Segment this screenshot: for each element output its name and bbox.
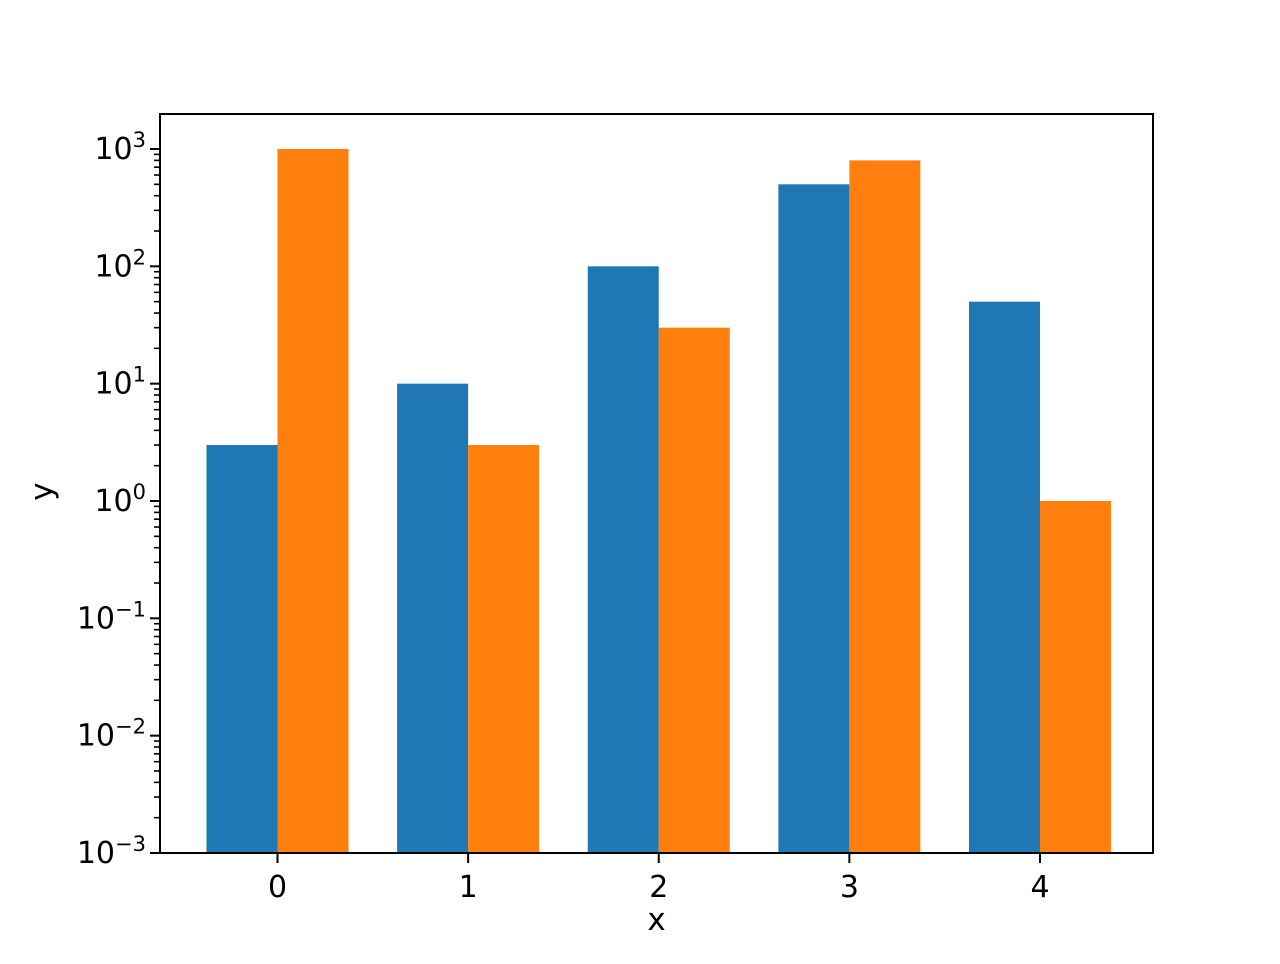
bar-series-1-x0 [206,445,278,853]
x-axis: 0 1 2 3 4 [268,853,1050,905]
y-axis-label: y [24,482,60,500]
bar-series-1-x4 [969,301,1040,853]
bar-series-1-x3 [778,184,850,853]
bars-group [206,149,1111,853]
y-tick-label: 102 [94,245,146,284]
y-tick-label: 103 [94,128,146,167]
bar-series-1-x2 [587,266,659,853]
axes-spines [159,113,1154,854]
x-axis-label: x [647,902,665,938]
x-tick-label: 4 [1030,870,1049,905]
bar-series-2-x0 [277,149,349,853]
x-tick-label: 3 [840,870,859,905]
x-tick-label: 2 [649,870,668,905]
y-tick-label: 10−1 [77,597,146,636]
x-tick-label: 1 [459,870,478,905]
y-tick-label: 10−3 [77,832,146,871]
bar-series-2-x3 [849,160,921,853]
bar-series-2-x1 [468,445,540,853]
bar-series-2-x4 [1040,501,1111,853]
y-axis: 10−3 10−2 10−1 100 101 102 103 [77,128,160,871]
x-tick-label: 0 [268,870,287,905]
bar-series-2-x2 [658,327,730,853]
bar-series-1-x1 [397,383,469,853]
y-tick-label: 101 [94,363,146,402]
y-tick-label: 100 [94,480,146,519]
y-tick-label: 10−2 [77,715,146,754]
axes-group: 0 1 2 3 4 10−3 10−2 10−1 100 101 102 103 x y [24,113,1154,938]
